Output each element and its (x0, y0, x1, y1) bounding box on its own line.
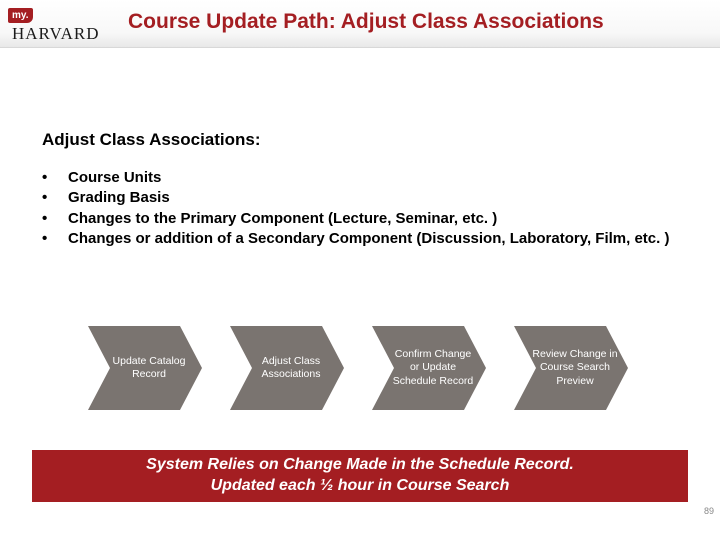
footer-line: System Relies on Change Made in the Sche… (146, 456, 574, 473)
process-step: Adjust Class Associations (230, 326, 344, 410)
process-step-label: Review Change in Course Search Preview (514, 348, 628, 387)
list-item-text: Changes to the Primary Component (Lectur… (68, 209, 497, 229)
list-item: •Changes to the Primary Component (Lectu… (42, 209, 678, 229)
process-step-label: Adjust Class Associations (230, 355, 344, 381)
process-step: Review Change in Course Search Preview (514, 326, 628, 410)
logo-tag: my. (8, 8, 33, 23)
process-step-label: Update Catalog Record (88, 355, 202, 381)
process-step: Update Catalog Record (88, 326, 202, 410)
list-item-text: Course Units (68, 168, 161, 188)
section-heading: Adjust Class Associations: (42, 130, 261, 150)
logo-word: HARVARD (12, 24, 100, 44)
page-title: Course Update Path: Adjust Class Associa… (128, 10, 604, 34)
process-chevron-row: Update Catalog Record Adjust Class Assoc… (88, 326, 664, 410)
process-step: Confirm Change or Update Schedule Record (372, 326, 486, 410)
bullet-list: •Course Units •Grading Basis •Changes to… (42, 168, 678, 249)
footer-band: System Relies on Change Made in the Sche… (32, 450, 688, 502)
list-item: •Course Units (42, 168, 678, 188)
harvard-logo: my. HARVARD (8, 6, 122, 36)
list-item: •Grading Basis (42, 188, 678, 208)
list-item: •Changes or addition of a Secondary Comp… (42, 229, 678, 249)
list-item-text: Changes or addition of a Secondary Compo… (68, 229, 669, 249)
process-step-label: Confirm Change or Update Schedule Record (372, 348, 486, 387)
footer-line: Updated each ½ hour in Course Search (211, 477, 510, 494)
page-number: 89 (704, 506, 714, 516)
footer-text: System Relies on Change Made in the Sche… (146, 455, 574, 497)
list-item-text: Grading Basis (68, 188, 170, 208)
header-band: my. HARVARD Course Update Path: Adjust C… (0, 0, 720, 48)
